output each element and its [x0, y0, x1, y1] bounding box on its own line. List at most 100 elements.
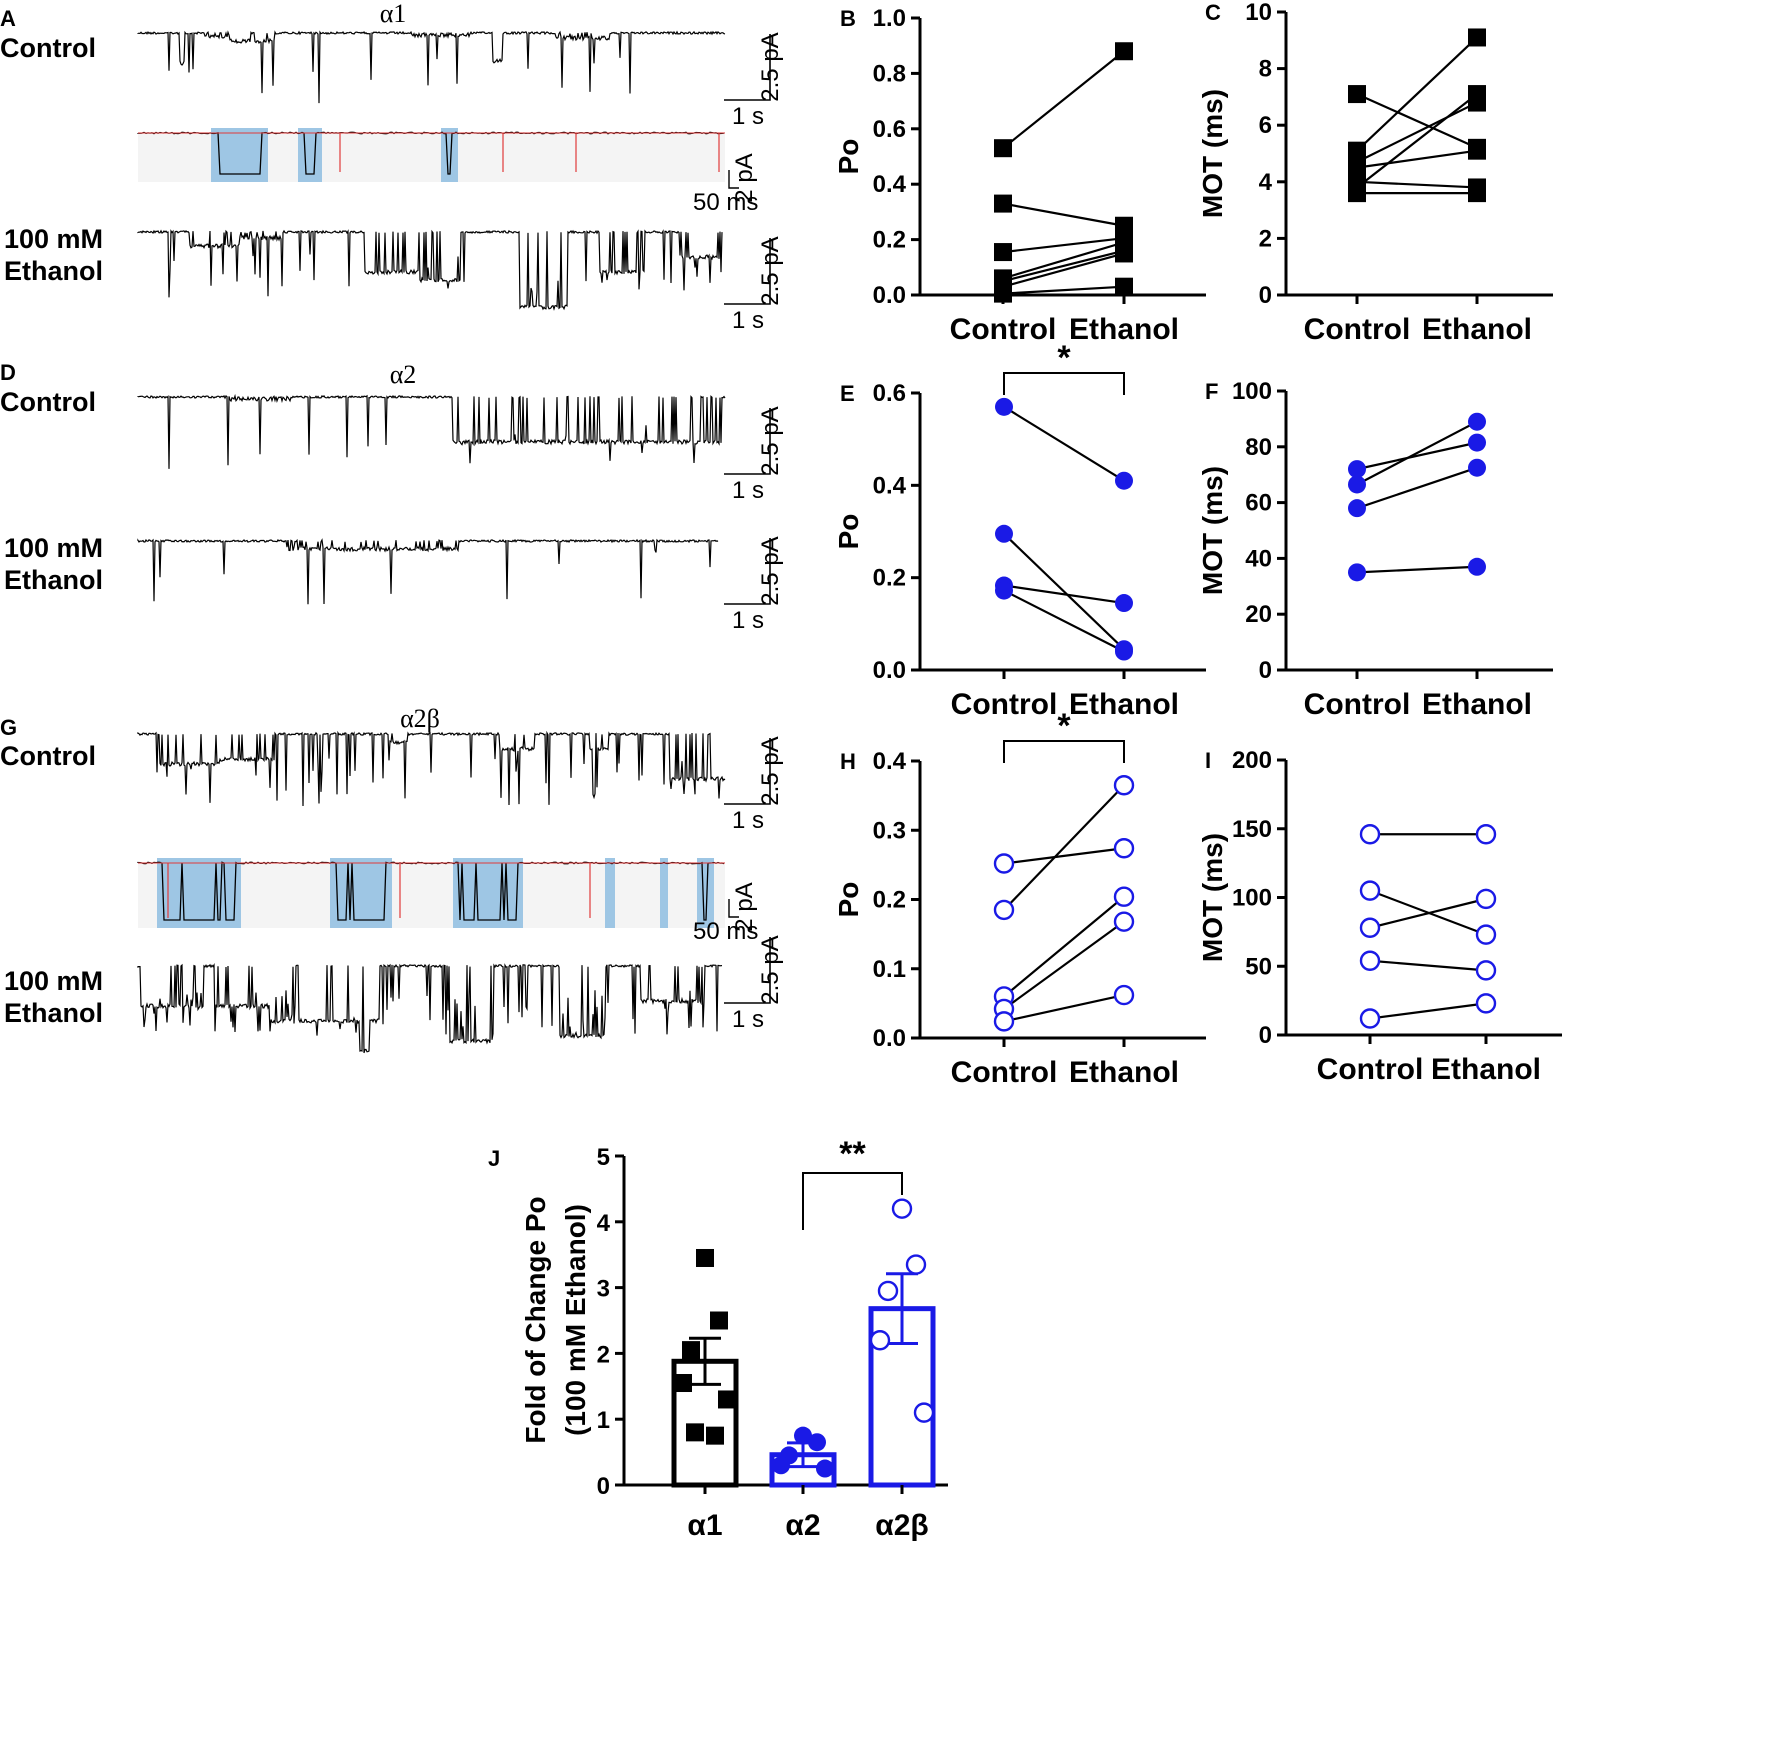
condition-label: 100 mM Ethanol	[4, 533, 103, 595]
ethanol-point	[1115, 277, 1133, 296]
data-point	[710, 1311, 728, 1330]
y-tick-label: 0.4	[873, 171, 907, 198]
pair-line	[1003, 895, 1125, 998]
zoom-inset: 50 ms2 pA	[137, 858, 758, 945]
control-point	[994, 194, 1012, 213]
panel-b: B 0.0 0.2 0.4 0.6 0.8 1.0 Control Ethanol Po	[833, 5, 1206, 346]
condition-label: Control	[0, 741, 96, 771]
burst-highlight	[605, 858, 615, 928]
control-point	[994, 139, 1012, 158]
pair-line	[1002, 249, 1125, 283]
pair-line	[1356, 93, 1478, 189]
significance-label: *	[1057, 339, 1071, 377]
y-tick-label: 0	[1259, 282, 1272, 309]
control-point	[994, 284, 1012, 303]
data-point	[905, 1254, 927, 1275]
y-tick-label: 10	[1245, 0, 1272, 26]
ethanol-point	[1475, 993, 1497, 1014]
ethanol-point	[1468, 28, 1486, 47]
y-tick-label: 20	[1245, 601, 1272, 628]
burst-highlight	[441, 128, 458, 182]
pair-line	[1356, 420, 1478, 486]
y-axis-label: Po	[833, 139, 864, 175]
inset-scale-bar	[728, 899, 739, 918]
pair-line	[1003, 584, 1125, 605]
scale-bar	[724, 34, 771, 101]
current-trace	[137, 730, 726, 807]
panel-letter: J	[488, 1146, 500, 1171]
pair-line	[1003, 920, 1125, 1010]
control-point	[993, 899, 1015, 921]
y-tick-label: 40	[1245, 545, 1272, 572]
y-tick-label: 3	[597, 1276, 610, 1303]
control-point	[993, 1011, 1015, 1032]
data-point	[772, 1456, 790, 1475]
current-trace	[137, 538, 719, 605]
data-point	[696, 1248, 714, 1267]
control-point	[1348, 460, 1366, 479]
inset-scale-current: 2 pA	[731, 153, 758, 202]
scale-bar	[724, 538, 771, 605]
subtype-label: α1	[380, 0, 407, 28]
inset-scale-time: 50 ms	[693, 189, 758, 216]
pair-line	[1356, 36, 1478, 152]
condition-label: 100 mM Ethanol	[4, 966, 103, 1028]
current-trace	[137, 30, 726, 104]
pair-line	[1003, 589, 1125, 653]
pair-line	[1356, 441, 1478, 471]
inset-scale-bar	[728, 170, 739, 189]
control-point	[1348, 158, 1366, 177]
ethanol-point	[1113, 886, 1135, 907]
panel-letter: F	[1205, 379, 1218, 404]
scale-bar	[724, 238, 771, 305]
scale-time-label: 1 s	[732, 807, 764, 834]
y-tick-label: 0	[1259, 1022, 1272, 1049]
scale-current-label: 2.5 pA	[757, 236, 784, 305]
scale-current-label: 2.5 pA	[757, 536, 784, 605]
ethanol-point	[1475, 960, 1497, 981]
pair-line	[1003, 405, 1125, 482]
ethanol-point	[1468, 412, 1486, 431]
y-tick-label: 2	[1259, 225, 1272, 252]
panel-letter: D	[0, 360, 16, 385]
scale-current-label: 2.5 pA	[757, 935, 784, 1004]
panel-letter: B	[840, 6, 856, 31]
y-tick-label: 1.0	[873, 5, 906, 32]
inset-scale-current: 2 pA	[731, 882, 758, 931]
panel-i: I 0 50 100 150 200 Control Ethanol MOT (ms)	[1197, 747, 1562, 1086]
y-tick-label: 0.4	[873, 748, 907, 775]
data-point	[877, 1280, 899, 1302]
x-tick-label: Control	[950, 313, 1057, 346]
pair-line	[1356, 466, 1478, 510]
y-tick-label: 8	[1259, 56, 1272, 83]
pair-line	[1003, 533, 1125, 651]
data-point	[674, 1374, 692, 1393]
control-point	[995, 524, 1013, 543]
burst-highlight	[157, 858, 241, 928]
y-tick-label: 100	[1232, 885, 1272, 912]
data-point	[869, 1330, 891, 1351]
burst-highlight	[330, 858, 392, 928]
significance-bracket	[802, 1172, 903, 1230]
ethanol-point	[1115, 471, 1133, 490]
pair-line	[1002, 285, 1125, 295]
y-tick-label: 4	[1259, 169, 1273, 196]
x-tick-label: Ethanol	[1431, 1053, 1541, 1086]
subtype-label: α2	[390, 360, 417, 389]
data-point	[706, 1426, 724, 1445]
ethanol-point	[1468, 433, 1486, 452]
burst-highlight	[697, 858, 714, 928]
data-point	[682, 1341, 700, 1360]
y-tick-label: 0	[597, 1473, 610, 1500]
pair-line	[1356, 180, 1478, 189]
ethanol-point	[1113, 911, 1135, 932]
zoom-inset: 50 ms2 pA	[137, 128, 758, 216]
x-tick-label: α1	[687, 1509, 722, 1542]
scale-time-label: 1 s	[732, 1006, 764, 1033]
scale-bar	[724, 738, 771, 805]
pair-line	[1003, 993, 1125, 1023]
